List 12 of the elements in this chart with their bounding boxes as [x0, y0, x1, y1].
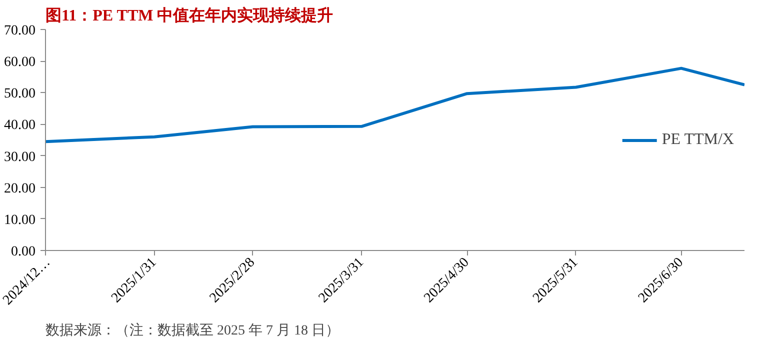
- y-tick-label: 40.00: [4, 118, 36, 134]
- y-tick-label: 0.00: [11, 244, 36, 260]
- source-note: 数据来源：（注：数据截至 2025 年 7 月 18 日）: [46, 322, 340, 338]
- y-tick-label: 10.00: [4, 212, 36, 228]
- y-tick-label: 60.00: [4, 55, 36, 70]
- line-series: [46, 66, 744, 144]
- legend-label: PE TTM/X: [662, 130, 734, 148]
- y-tick-label: 50.00: [4, 86, 36, 102]
- y-tick-label: 70.00: [4, 24, 36, 38]
- y-tick-label: 20.00: [4, 181, 36, 196]
- y-tick-label: 30.00: [4, 150, 36, 165]
- chart-title: 图11：PE TTM 中值在年内实现持续提升: [46, 6, 334, 24]
